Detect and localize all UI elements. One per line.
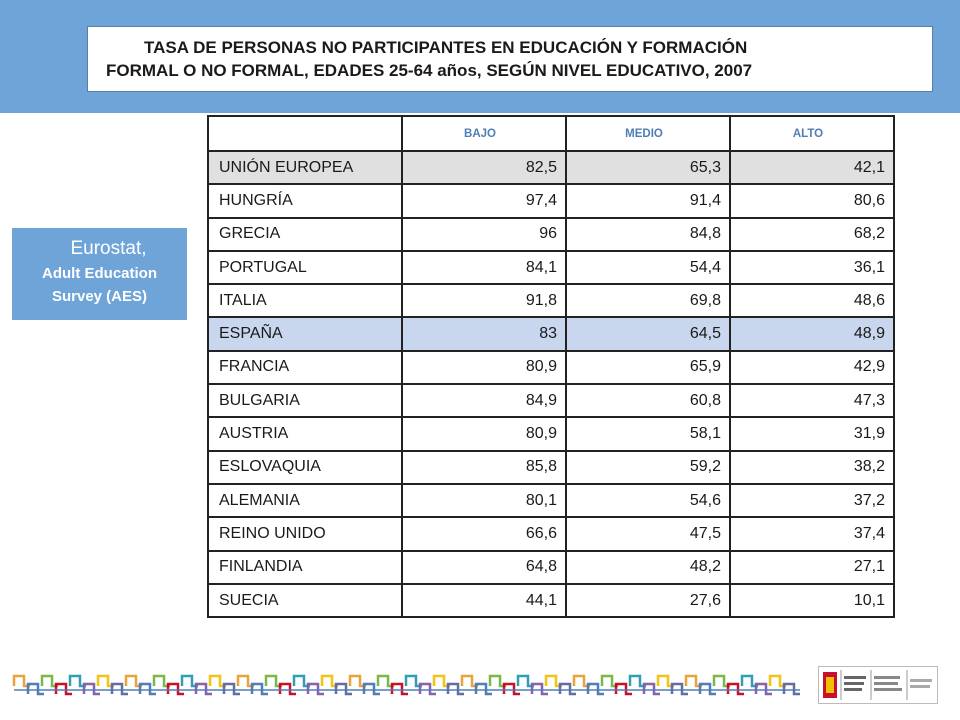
value-cell: 69,8 [566,284,730,317]
value-cell: 10,1 [730,584,894,617]
country-cell: REINO UNIDO [208,517,402,550]
value-cell: 44,1 [402,584,566,617]
value-cell: 80,9 [402,351,566,384]
table-header-row: BAJO MEDIO ALTO [208,116,894,151]
value-cell: 31,9 [730,417,894,450]
value-cell: 84,9 [402,384,566,417]
title-line-1: TASA DE PERSONAS NO PARTICIPANTES EN EDU… [98,36,922,59]
country-cell: GRECIA [208,218,402,251]
value-cell: 47,5 [566,517,730,550]
value-cell: 59,2 [566,451,730,484]
table-row: ITALIA 91,8 69,8 48,6 [208,284,894,317]
value-cell: 38,2 [730,451,894,484]
value-cell: 60,8 [566,384,730,417]
value-cell: 54,4 [566,251,730,284]
table-row: GRECIA 96 84,8 68,2 [208,218,894,251]
country-cell: ESPAÑA [208,317,402,350]
value-cell: 91,8 [402,284,566,317]
table-row: REINO UNIDO 66,6 47,5 37,4 [208,517,894,550]
value-cell: 66,6 [402,517,566,550]
value-cell: 27,6 [566,584,730,617]
value-cell: 64,8 [402,551,566,584]
value-cell: 48,6 [730,284,894,317]
value-cell: 85,8 [402,451,566,484]
value-cell: 37,4 [730,517,894,550]
table-row: ESLOVAQUIA 85,8 59,2 38,2 [208,451,894,484]
value-cell: 37,2 [730,484,894,517]
table-row: PORTUGAL 84,1 54,4 36,1 [208,251,894,284]
value-cell: 65,9 [566,351,730,384]
value-cell: 80,6 [730,184,894,217]
table-row: ESPAÑA 83 64,5 48,9 [208,317,894,350]
value-cell: 80,9 [402,417,566,450]
value-cell: 36,1 [730,251,894,284]
footer-decoration [12,668,802,702]
country-cell: ITALIA [208,284,402,317]
value-cell: 42,9 [730,351,894,384]
deco-bracket [784,684,800,694]
value-cell: 54,6 [566,484,730,517]
value-cell: 48,2 [566,551,730,584]
value-cell: 84,8 [566,218,730,251]
country-cell: AUSTRIA [208,417,402,450]
source-line-1: Eurostat, [12,236,187,262]
data-table: BAJO MEDIO ALTO UNIÓN EUROPEA 82,5 65,3 … [207,115,895,618]
country-cell: ALEMANIA [208,484,402,517]
government-logo [818,666,938,704]
table-row: AUSTRIA 80,9 58,1 31,9 [208,417,894,450]
value-cell: 68,2 [730,218,894,251]
country-cell: FINLANDIA [208,551,402,584]
value-cell: 27,1 [730,551,894,584]
value-cell: 42,1 [730,151,894,184]
column-header-medio: MEDIO [566,116,730,151]
value-cell: 82,5 [402,151,566,184]
value-cell: 47,3 [730,384,894,417]
source-line-2: Adult Education [12,262,187,285]
table-row: ALEMANIA 80,1 54,6 37,2 [208,484,894,517]
table-row: UNIÓN EUROPEA 82,5 65,3 42,1 [208,151,894,184]
table-row: BULGARIA 84,9 60,8 47,3 [208,384,894,417]
value-cell: 80,1 [402,484,566,517]
country-cell: UNIÓN EUROPEA [208,151,402,184]
country-cell: SUECIA [208,584,402,617]
value-cell: 96 [402,218,566,251]
value-cell: 64,5 [566,317,730,350]
logo-emblem-icon [819,667,937,703]
column-header-alto: ALTO [730,116,894,151]
title-line-2: FORMAL O NO FORMAL, EDADES 25-64 años, S… [98,59,922,82]
source-line-3: Survey (AES) [12,285,187,308]
country-cell: BULGARIA [208,384,402,417]
table-row: HUNGRÍA 97,4 91,4 80,6 [208,184,894,217]
value-cell: 83 [402,317,566,350]
country-cell: PORTUGAL [208,251,402,284]
value-cell: 48,9 [730,317,894,350]
value-cell: 58,1 [566,417,730,450]
value-cell: 91,4 [566,184,730,217]
table-row: FRANCIA 80,9 65,9 42,9 [208,351,894,384]
table-row: SUECIA 44,1 27,6 10,1 [208,584,894,617]
country-cell: ESLOVAQUIA [208,451,402,484]
page-title: TASA DE PERSONAS NO PARTICIPANTES EN EDU… [87,26,933,92]
column-header-bajo: BAJO [402,116,566,151]
country-cell: FRANCIA [208,351,402,384]
country-cell: HUNGRÍA [208,184,402,217]
table-row: FINLANDIA 64,8 48,2 27,1 [208,551,894,584]
value-cell: 84,1 [402,251,566,284]
value-cell: 97,4 [402,184,566,217]
source-label: Eurostat, Adult Education Survey (AES) [12,228,187,320]
value-cell: 65,3 [566,151,730,184]
column-header-country [208,116,402,151]
